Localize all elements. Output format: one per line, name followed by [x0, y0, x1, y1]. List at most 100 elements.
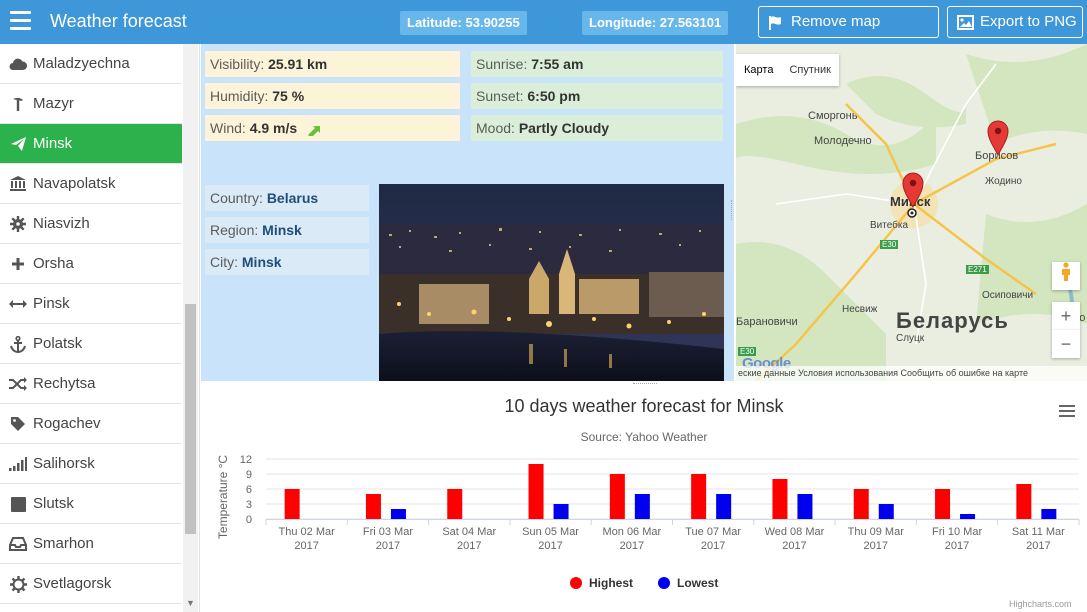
sunrise-label: Sunrise: [476, 56, 528, 72]
map-label: Витебка [870, 220, 909, 231]
y-tick-label: 0 [246, 514, 252, 526]
x-tick-label: Wed 08 Mar [765, 526, 825, 538]
x-tick-label: Sat 11 Mar [1012, 526, 1065, 538]
sidebar-item-label: Mazyr [33, 95, 74, 112]
tab-map[interactable]: Карта [744, 64, 774, 76]
x-tick-label-year: 2017 [620, 540, 644, 552]
tag-icon [8, 404, 28, 444]
road-label: E271 [966, 265, 989, 274]
visibility-value: 25.91 km [268, 56, 328, 72]
wind-direction-arrow-icon [308, 126, 321, 137]
sunrise-field: Sunrise: 7:55 am [471, 51, 723, 77]
sidebar-item-niasvizh[interactable]: Niasvizh [0, 204, 182, 244]
mood-label: Mood: [476, 120, 515, 136]
x-tick-label-year: 2017 [294, 540, 318, 552]
sidebar-item-label: Pinsk [33, 295, 70, 312]
region-value: Minsk [262, 222, 302, 238]
street-view-pegman-icon[interactable] [1052, 262, 1080, 290]
map-marker-icon[interactable] [987, 120, 1009, 156]
sidebar-item-label: Navapolatsk [33, 175, 116, 192]
map-label: Борисов [975, 150, 1019, 162]
map-label: Жодино [985, 176, 1022, 187]
mood-field: Mood: Partly Cloudy [471, 115, 723, 141]
sidebar-item-rogachev[interactable]: Rogachev [0, 404, 182, 444]
legend-marker-lowest [658, 577, 670, 589]
square-icon [8, 484, 28, 524]
bar-lowest [1041, 509, 1057, 519]
top-bar: Weather forecast Latitude: 53.90255 Long… [0, 0, 1087, 60]
map-label: Сморгонь [808, 110, 858, 122]
horizontal-resize-handle[interactable] [633, 383, 657, 386]
sidebar-item-label: Orsha [33, 255, 74, 272]
inbox-icon [8, 524, 28, 564]
map-marker-icon[interactable] [902, 172, 924, 208]
bar-highest [447, 489, 463, 519]
remove-map-markers-button[interactable]: Remove map markers [758, 6, 939, 60]
city-sidebar: Maladzyechna Mazyr Minsk Navapolatsk Nia… [0, 44, 200, 612]
x-tick-label: Mon 06 Mar [602, 526, 661, 538]
sunset-field: Sunset: 6:50 pm [471, 83, 723, 109]
bar-highest [528, 464, 544, 519]
country-value: Belarus [266, 190, 319, 206]
sidebar-item-label: Polatsk [33, 335, 83, 352]
map-label: Молодечно [814, 135, 872, 147]
x-tick-label: Fri 03 Mar [363, 526, 413, 538]
road-label: E30 [738, 347, 757, 356]
plus-icon [8, 244, 28, 284]
sidebar-item-label: Rechytsa [33, 375, 96, 392]
sidebar-item-minsk[interactable]: Minsk [0, 124, 182, 164]
sidebar-item-label: Slutsk [33, 495, 74, 512]
humidity-label: Humidity: [210, 88, 269, 104]
tab-satellite[interactable]: Спутник [789, 64, 831, 76]
sidebar-item-label: Rogachev [33, 415, 101, 432]
sidebar-scrollbar-thumb[interactable] [185, 304, 196, 534]
sidebar-item-polatsk[interactable]: Polatsk [0, 324, 182, 364]
sidebar-item-salihorsk[interactable]: Salihorsk [0, 444, 182, 484]
sidebar-item-mazyr[interactable]: Mazyr [0, 84, 182, 124]
city-value: Minsk [241, 254, 282, 270]
sidebar-item-label: Smarhon [33, 535, 94, 552]
visibility-label: Visibility: [210, 56, 265, 72]
x-tick-label-year: 2017 [457, 540, 481, 552]
sidebar-item-maladzyechna[interactable]: Maladzyechna [0, 44, 182, 84]
sidebar-item-rechytsa[interactable]: Rechytsa [0, 364, 182, 404]
map-label: Беларусь [896, 308, 1009, 333]
sidebar-item-orsha[interactable]: Orsha [0, 244, 182, 284]
zoom-in-button[interactable]: + [1052, 302, 1080, 330]
chart-context-menu-icon[interactable] [1059, 405, 1075, 420]
region-field: Region: Minsk [205, 217, 369, 243]
sidebar-item-svetlagorsk[interactable]: Svetlagorsk [0, 564, 182, 604]
hamburger-menu-icon[interactable] [10, 11, 31, 31]
sunrise-value: 7:55 am [531, 56, 584, 72]
bar-lowest [716, 494, 732, 519]
sidebar-item-pinsk[interactable]: Pinsk [0, 284, 182, 324]
image-icon [957, 15, 974, 30]
legend-marker-highest [570, 577, 582, 589]
y-tick-label: 9 [246, 469, 252, 481]
wind-value: 4.9 m/s [249, 120, 298, 136]
x-tick-label-year: 2017 [945, 540, 969, 552]
chart-title: 10 days weather forecast for Minsk [504, 396, 784, 416]
x-tick-label-year: 2017 [538, 540, 562, 552]
x-tick-label-year: 2017 [376, 540, 400, 552]
x-tick-label: Thu 02 Mar [279, 526, 336, 538]
shuffle-icon [8, 364, 28, 404]
sidebar-item-smarhon[interactable]: Smarhon [0, 524, 182, 564]
paper-plane-icon [8, 124, 28, 164]
export-png-button[interactable]: Export to PNG [947, 6, 1083, 38]
y-tick-label: 6 [246, 484, 252, 496]
vertical-resize-handle[interactable] [731, 200, 735, 220]
legend-item-highest[interactable]: Highest [589, 576, 633, 590]
map-view[interactable]: Карта Спутник Сморгонь Молодечно Минск В… [736, 44, 1087, 381]
zoom-out-button[interactable]: − [1052, 330, 1080, 358]
chart-subtitle: Source: Yahoo Weather [580, 430, 708, 444]
humidity-field: Humidity: 75 % [205, 83, 460, 109]
bank-icon [8, 164, 28, 204]
sidebar-item-slutsk[interactable]: Slutsk [0, 484, 182, 524]
scroll-down-arrow-icon[interactable]: ▼ [186, 598, 195, 608]
longitude-badge: Longitude: 27.563101 [582, 11, 729, 35]
legend-item-lowest[interactable]: Lowest [677, 576, 718, 590]
sidebar-item-navapolatsk[interactable]: Navapolatsk [0, 164, 182, 204]
country-field: Country: Belarus [205, 185, 369, 211]
chart-credit[interactable]: Highcharts.com [1009, 599, 1072, 609]
